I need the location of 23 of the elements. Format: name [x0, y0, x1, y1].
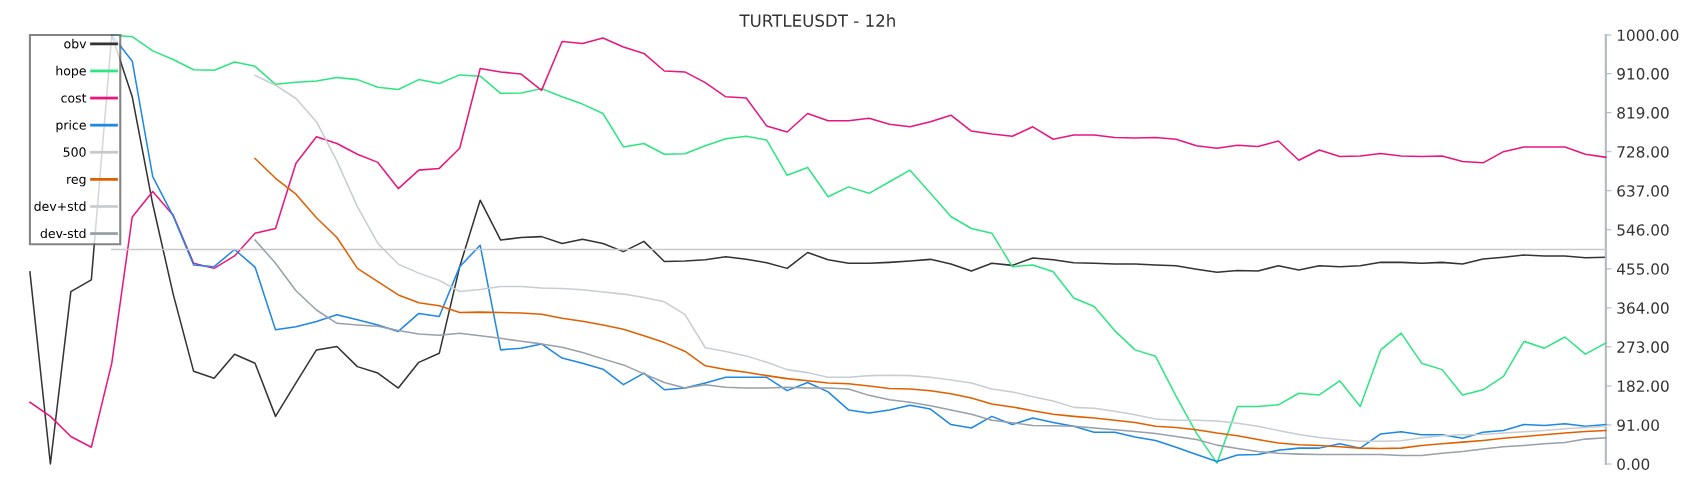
y-tick-label: 364.00	[1617, 302, 1669, 314]
legend-label: hope	[56, 65, 86, 78]
y-tick-label: 91.00	[1617, 419, 1659, 431]
legend-label: reg	[67, 176, 86, 187]
y-tick-label: 273.00	[1617, 341, 1669, 353]
legend-label: 500	[63, 147, 86, 157]
chart-title: TURTLEUSDT - 12h	[739, 14, 895, 27]
y-tick-label: 819.00	[1617, 107, 1669, 119]
legend-label: obv	[64, 38, 87, 49]
y-tick-label: 455.00	[1616, 263, 1669, 275]
y-tick-label: 0.00	[1617, 458, 1650, 471]
y-tick-label: 728.00	[1617, 146, 1669, 158]
legend-label: dev-std	[40, 228, 86, 239]
y-tick-label: 546.00	[1617, 224, 1669, 236]
line-series	[254, 157, 1607, 450]
y-tick-label: 1000.00	[1617, 29, 1679, 42]
y-tick-label: 910.00	[1617, 68, 1669, 80]
y-tick-label: 182.00	[1617, 380, 1669, 392]
line-series	[254, 239, 1607, 457]
legend-label: dev+std	[34, 201, 86, 212]
legend-label: cost	[61, 93, 87, 103]
legend-label: price	[56, 120, 86, 133]
y-tick-label: 637.00	[1617, 185, 1669, 197]
